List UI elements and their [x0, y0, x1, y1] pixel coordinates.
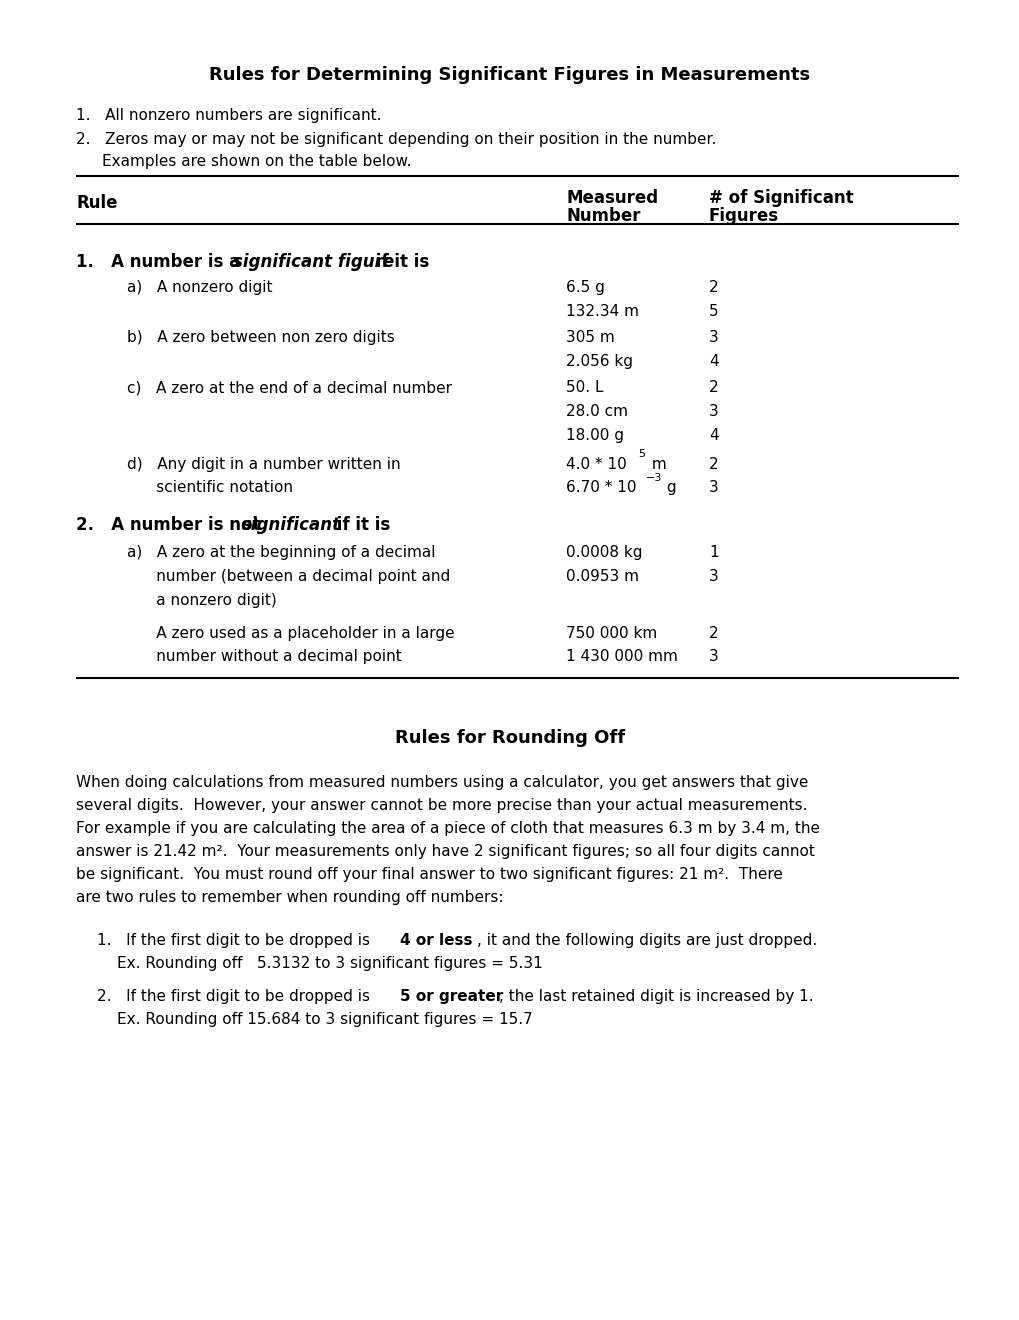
Text: 3: 3	[708, 330, 718, 345]
Text: a)   A zero at the beginning of a decimal: a) A zero at the beginning of a decimal	[127, 545, 435, 560]
Text: , the last retained digit is increased by 1.: , the last retained digit is increased b…	[498, 990, 812, 1005]
Text: , it and the following digits are just dropped.: , it and the following digits are just d…	[477, 933, 817, 948]
Text: 2.   A number is not: 2. A number is not	[76, 516, 267, 535]
Text: 2.   Zeros may or may not be significant depending on their position in the numb: 2. Zeros may or may not be significant d…	[76, 132, 716, 147]
Text: 2.056 kg: 2.056 kg	[566, 354, 633, 368]
Text: 5: 5	[708, 304, 717, 318]
Text: Measured: Measured	[566, 189, 657, 207]
Text: 3: 3	[708, 480, 718, 495]
Text: Rules for Rounding Off: Rules for Rounding Off	[394, 729, 625, 747]
Text: if it is: if it is	[331, 516, 390, 535]
Text: 3: 3	[708, 569, 718, 583]
Text: 0.0953 m: 0.0953 m	[566, 569, 639, 583]
Text: c)   A zero at the end of a decimal number: c) A zero at the end of a decimal number	[127, 380, 452, 395]
Text: 305 m: 305 m	[566, 330, 614, 345]
Text: 2: 2	[708, 280, 717, 294]
Text: b)   A zero between non zero digits: b) A zero between non zero digits	[127, 330, 395, 345]
Text: be significant.  You must round off your final answer to two significant figures: be significant. You must round off your …	[76, 867, 783, 882]
Text: 1: 1	[708, 545, 717, 560]
Text: g: g	[661, 480, 676, 495]
Text: −3: −3	[645, 473, 661, 483]
Text: if it is: if it is	[370, 253, 429, 272]
Text: # of Significant: # of Significant	[708, 189, 853, 207]
Text: Figures: Figures	[708, 207, 779, 226]
Text: significant: significant	[242, 516, 340, 535]
Text: For example if you are calculating the area of a piece of cloth that measures 6.: For example if you are calculating the a…	[76, 821, 819, 836]
Text: 18.00 g: 18.00 g	[566, 428, 624, 442]
Text: 2: 2	[708, 380, 717, 395]
Text: m: m	[646, 457, 665, 471]
Text: Examples are shown on the table below.: Examples are shown on the table below.	[102, 154, 411, 169]
Text: number (between a decimal point and: number (between a decimal point and	[127, 569, 450, 583]
Text: Ex. Rounding off   5.3132 to 3 significant figures = 5.31: Ex. Rounding off 5.3132 to 3 significant…	[117, 957, 542, 972]
Text: number without a decimal point: number without a decimal point	[127, 649, 401, 664]
Text: 5: 5	[638, 449, 645, 459]
Text: answer is 21.42 m².  Your measurements only have 2 significant figures; so all f: answer is 21.42 m². Your measurements on…	[76, 845, 814, 859]
Text: a nonzero digit): a nonzero digit)	[127, 593, 277, 607]
Text: 2: 2	[708, 626, 717, 640]
Text: 132.34 m: 132.34 m	[566, 304, 639, 318]
Text: Rule: Rule	[76, 194, 118, 213]
Text: 1.   All nonzero numbers are significant.: 1. All nonzero numbers are significant.	[76, 108, 382, 123]
Text: Ex. Rounding off 15.684 to 3 significant figures = 15.7: Ex. Rounding off 15.684 to 3 significant…	[117, 1012, 533, 1027]
Text: 3: 3	[708, 649, 718, 664]
Text: 6.70 * 10: 6.70 * 10	[566, 480, 636, 495]
Text: are two rules to remember when rounding off numbers:: are two rules to remember when rounding …	[76, 891, 503, 906]
Text: 1.   If the first digit to be dropped is: 1. If the first digit to be dropped is	[97, 933, 374, 948]
Text: d)   Any digit in a number written in: d) Any digit in a number written in	[127, 457, 400, 471]
Text: 4.0 * 10: 4.0 * 10	[566, 457, 627, 471]
Text: 28.0 cm: 28.0 cm	[566, 404, 628, 418]
Text: 4: 4	[708, 428, 717, 442]
Text: 5 or greater: 5 or greater	[399, 990, 502, 1005]
Text: 3: 3	[708, 404, 718, 418]
Text: Number: Number	[566, 207, 640, 226]
Text: When doing calculations from measured numbers using a calculator, you get answer: When doing calculations from measured nu…	[76, 775, 808, 789]
Text: 0.0008 kg: 0.0008 kg	[566, 545, 642, 560]
Text: 4: 4	[708, 354, 717, 368]
Text: A zero used as a placeholder in a large: A zero used as a placeholder in a large	[127, 626, 454, 640]
Text: 2.   If the first digit to be dropped is: 2. If the first digit to be dropped is	[97, 990, 374, 1005]
Text: 50. L: 50. L	[566, 380, 603, 395]
Text: 6.5 g: 6.5 g	[566, 280, 604, 294]
Text: 1 430 000 mm: 1 430 000 mm	[566, 649, 678, 664]
Text: a)   A nonzero digit: a) A nonzero digit	[127, 280, 273, 294]
Text: 1.   A number is a: 1. A number is a	[76, 253, 247, 272]
Text: 4 or less: 4 or less	[399, 933, 472, 948]
Text: scientific notation: scientific notation	[127, 480, 293, 495]
Text: several digits.  However, your answer cannot be more precise than your actual me: several digits. However, your answer can…	[76, 799, 807, 813]
Text: 750 000 km: 750 000 km	[566, 626, 656, 640]
Text: Rules for Determining Significant Figures in Measurements: Rules for Determining Significant Figure…	[209, 66, 810, 84]
Text: 2: 2	[708, 457, 717, 471]
Text: significant figure: significant figure	[232, 253, 393, 272]
